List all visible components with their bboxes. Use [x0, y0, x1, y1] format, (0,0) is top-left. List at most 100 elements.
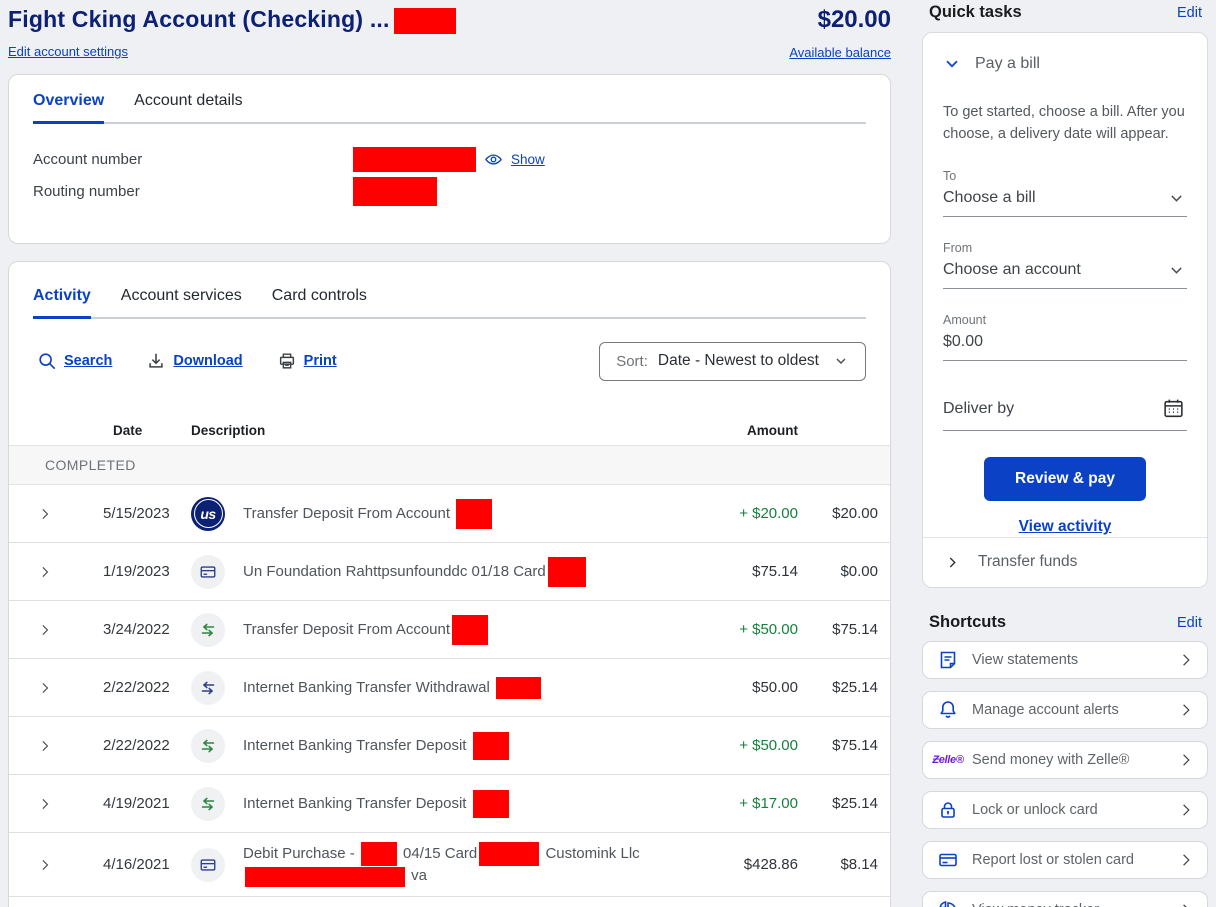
available-balance-link[interactable]: Available balance — [789, 45, 891, 60]
pay-a-bill-accordion[interactable]: Pay a bill — [943, 49, 1187, 79]
chevron-right-icon — [1178, 652, 1194, 668]
account-title: Fight Cking Account (Checking) ... — [8, 6, 456, 34]
bell-icon — [936, 699, 960, 721]
transaction-date: 4/19/2021 — [103, 795, 170, 812]
amount-field: Amount $0.00 — [943, 313, 1187, 361]
show-account-number-link[interactable]: Show — [511, 151, 545, 167]
chevron-right-icon — [1178, 702, 1194, 718]
search-label: Search — [64, 353, 113, 369]
transaction-row[interactable]: 5/15/2023 us Transfer Deposit From Account… — [9, 485, 890, 543]
transaction-row[interactable]: 4/19/2021 Internet Banking Transfer Depos… — [9, 775, 890, 833]
chevron-right-icon — [1178, 852, 1194, 868]
shortcut-send-money-with-zelle[interactable]: Ƶelle® Send money with Zelle® — [922, 741, 1208, 779]
print-button[interactable]: Print — [277, 351, 337, 371]
statement-icon — [936, 649, 960, 671]
row-expand-chevron-icon[interactable] — [9, 623, 81, 637]
tab-account-details[interactable]: Account details — [134, 92, 243, 109]
column-date: Date — [113, 422, 143, 438]
shortcuts-edit-link[interactable]: Edit — [1177, 614, 1202, 631]
redaction — [472, 731, 509, 760]
shortcut-view-money-tracker[interactable]: View money tracker — [922, 891, 1208, 907]
to-value: Choose a bill — [943, 189, 1036, 206]
completed-section-label: COMPLETED — [9, 445, 890, 485]
chevron-down-icon — [833, 353, 849, 369]
transaction-description: Transfer Deposit From Account — [239, 498, 678, 529]
zelle-logo: Ƶelle® — [932, 754, 964, 766]
transaction-balance: $25.14 — [832, 679, 878, 696]
transaction-balance: $75.14 — [832, 737, 878, 754]
transaction-amount: + $50.00 — [739, 737, 798, 754]
transfer-blue-icon — [181, 670, 239, 705]
pay-a-bill-label: Pay a bill — [975, 55, 1040, 72]
activity-toolbar: Search Download Print Sort: Date - Newes… — [37, 341, 866, 381]
available-balance-amount: $20.00 — [817, 6, 891, 33]
quick-tasks-card: Pay a bill To get started, choose a bill… — [922, 32, 1208, 588]
sort-dropdown[interactable]: Sort: Date - Newest to oldest — [599, 341, 866, 381]
search-icon — [37, 351, 57, 371]
chevron-right-icon — [1178, 802, 1194, 818]
activity-card: Activity Account services Card controls … — [8, 261, 891, 907]
column-description: Description — [191, 422, 266, 438]
pay-a-bill-fields: To Choose a bill From Choose an account Amou… — [943, 169, 1187, 361]
edit-account-settings-link[interactable]: Edit account settings — [8, 43, 128, 59]
to-select[interactable]: Choose a bill — [943, 183, 1187, 217]
shortcut-view-statements[interactable]: View statements — [922, 641, 1208, 679]
transaction-description: Internet Banking Transfer Deposit — [239, 731, 678, 760]
sidebar: Quick tasks Edit Pay a bill To get start… — [922, 0, 1208, 907]
usbank-logo-icon: us — [181, 496, 239, 531]
eye-icon[interactable] — [484, 150, 503, 169]
row-expand-chevron-icon[interactable] — [9, 858, 81, 872]
redaction — [245, 866, 405, 887]
account-number-label: Account number — [33, 150, 143, 168]
transaction-row[interactable]: 2/22/2022 Internet Banking Transfer Depos… — [9, 717, 890, 775]
transaction-amount: $50.00 — [752, 679, 798, 696]
download-label: Download — [173, 353, 243, 369]
row-expand-chevron-icon[interactable] — [9, 797, 81, 811]
shortcut-label: Report lost or stolen card — [972, 852, 1134, 868]
transaction-description: Debit Purchase - 04/15 Card Customink Ll… — [239, 842, 678, 887]
shortcut-manage-account-alerts[interactable]: Manage account alerts — [922, 691, 1208, 729]
shortcut-label: Send money with Zelle® — [972, 752, 1130, 768]
shortcut-label: View money tracker — [972, 902, 1178, 907]
transaction-description: Un Foundation Rahttpsunfounddc 01/18 Car… — [239, 556, 678, 587]
from-select[interactable]: Choose an account — [943, 255, 1187, 289]
deliver-by-field[interactable]: Deliver by — [943, 397, 1187, 431]
transaction-balance: $75.14 — [832, 621, 878, 638]
transaction-date: 2/22/2022 — [103, 679, 170, 696]
row-expand-chevron-icon[interactable] — [9, 681, 81, 695]
from-value: Choose an account — [943, 261, 1081, 278]
transaction-row[interactable]: 1/19/2023 Un Foundation Rahttpsunfounddc … — [9, 543, 890, 601]
transaction-amount: + $17.00 — [739, 795, 798, 812]
download-icon — [146, 351, 166, 371]
tab-card-controls[interactable]: Card controls — [271, 287, 367, 304]
transfer-funds-accordion[interactable]: Transfer funds — [923, 537, 1207, 587]
row-expand-chevron-icon[interactable] — [9, 739, 81, 753]
tab-account-services[interactable]: Account services — [120, 287, 242, 304]
column-amount: Amount — [747, 422, 798, 438]
view-activity-link[interactable]: View activity — [1018, 518, 1112, 535]
shortcut-report-lost-or-stolen-card[interactable]: Report lost or stolen card — [922, 841, 1208, 879]
transaction-description: Internet Banking Transfer Deposit — [239, 789, 678, 818]
amount-value: $0.00 — [943, 333, 984, 350]
redaction — [479, 842, 540, 867]
shortcut-lock-or-unlock-card[interactable]: Lock or unlock card — [922, 791, 1208, 829]
tab-overview[interactable]: Overview — [33, 88, 105, 124]
transaction-balance: $25.14 — [832, 795, 878, 812]
download-button[interactable]: Download — [146, 351, 243, 371]
row-expand-chevron-icon[interactable] — [9, 507, 81, 521]
transaction-row[interactable]: 2/22/2022 Internet Banking Transfer Withd… — [9, 659, 890, 717]
deliver-by-label: Deliver by — [943, 399, 1015, 417]
tab-activity[interactable]: Activity — [33, 283, 91, 319]
review-and-pay-button[interactable]: Review & pay — [984, 457, 1146, 501]
calendar-icon[interactable] — [1162, 397, 1185, 420]
transaction-row[interactable]: 3/24/2022 Transfer Deposit From Account + … — [9, 601, 890, 659]
search-button[interactable]: Search — [37, 351, 112, 371]
amount-select[interactable]: $0.00 — [943, 327, 1187, 361]
amount-field-label: Amount — [943, 313, 987, 327]
transaction-balance: $8.14 — [840, 856, 878, 873]
transaction-amount: $75.14 — [752, 563, 798, 580]
row-expand-chevron-icon[interactable] — [9, 565, 81, 579]
transaction-row[interactable]: 4/16/2021 Debit Purchase - 04/15 Card Cus… — [9, 833, 890, 897]
quick-tasks-edit-link[interactable]: Edit — [1177, 4, 1202, 21]
routing-number-label: Routing number — [33, 182, 140, 200]
